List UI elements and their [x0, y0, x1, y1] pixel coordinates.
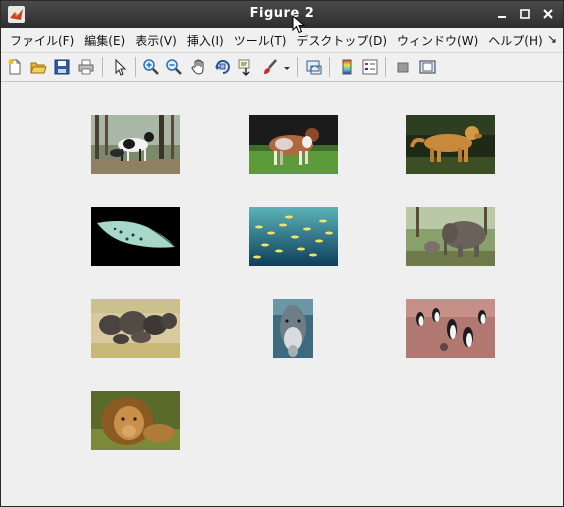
menu-insert[interactable]: 挿入(I): [182, 32, 229, 49]
toolbar-separator: [385, 57, 386, 77]
window-title: Figure 2: [1, 6, 563, 21]
menu-edit[interactable]: 編集(E): [79, 32, 130, 49]
new-figure-icon[interactable]: [6, 58, 24, 76]
insert-legend-icon[interactable]: [361, 58, 379, 76]
menu-bar: ファイル(F) 編集(E) 表示(V) 挿入(I) ツール(T) デスクトップ(…: [1, 28, 563, 52]
print-icon[interactable]: [77, 58, 95, 76]
brush-dropdown-icon[interactable]: [282, 58, 292, 76]
image-dolphin[interactable]: [273, 299, 313, 358]
menu-overflow-icon[interactable]: ↘: [547, 32, 557, 46]
image-dogs-forest[interactable]: [91, 115, 180, 174]
toolbar-separator: [102, 57, 103, 77]
open-file-icon[interactable]: [29, 58, 47, 76]
image-penguins[interactable]: [406, 299, 495, 358]
minimize-icon[interactable]: [495, 7, 509, 21]
save-icon[interactable]: [53, 58, 71, 76]
figure-canvas[interactable]: [2, 83, 562, 506]
zoom-out-icon[interactable]: [165, 58, 183, 76]
close-icon[interactable]: [541, 7, 555, 21]
brush-icon[interactable]: [261, 58, 279, 76]
maximize-icon[interactable]: [518, 7, 532, 21]
mouse-cursor-icon: [292, 15, 306, 39]
image-stingray[interactable]: [91, 207, 180, 266]
image-fish-school[interactable]: [249, 207, 338, 266]
menu-help[interactable]: ヘルプ(H): [483, 32, 547, 49]
insert-colorbar-icon[interactable]: [338, 58, 356, 76]
image-elephant-herd[interactable]: [91, 299, 180, 358]
zoom-in-icon[interactable]: [142, 58, 160, 76]
menu-view[interactable]: 表示(V): [130, 32, 182, 49]
toolbar-separator: [135, 57, 136, 77]
figure-toolbar: [1, 52, 563, 82]
show-plot-tools-icon[interactable]: [418, 58, 436, 76]
menu-desktop[interactable]: デスクトップ(D): [291, 32, 392, 49]
data-cursor-icon[interactable]: [237, 58, 255, 76]
title-bar[interactable]: Figure 2: [1, 1, 563, 28]
hide-plot-tools-icon[interactable]: [394, 58, 412, 76]
image-elephant-calf[interactable]: [406, 207, 495, 266]
menu-window[interactable]: ウィンドウ(W): [392, 32, 483, 49]
image-lion[interactable]: [91, 391, 180, 450]
image-australian-shepherd[interactable]: [249, 115, 338, 174]
rotate-3d-icon[interactable]: [214, 58, 232, 76]
menu-tools[interactable]: ツール(T): [229, 32, 292, 49]
select-arrow-icon[interactable]: [111, 58, 129, 76]
toolbar-separator: [297, 57, 298, 77]
menu-file[interactable]: ファイル(F): [1, 32, 79, 49]
toolbar-separator: [329, 57, 330, 77]
pan-hand-icon[interactable]: [190, 58, 208, 76]
image-golden-retriever[interactable]: [406, 115, 495, 174]
link-plot-icon[interactable]: [305, 58, 323, 76]
